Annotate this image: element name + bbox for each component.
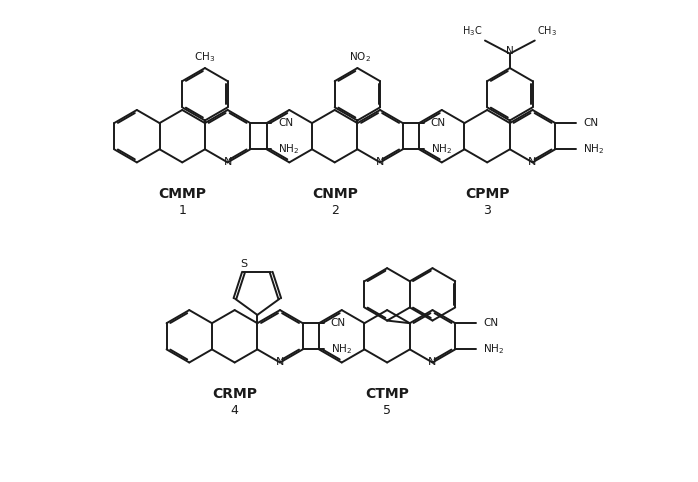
Text: CN: CN: [584, 118, 598, 128]
Text: CNMP: CNMP: [312, 187, 357, 201]
Text: CN: CN: [431, 118, 446, 128]
Text: S: S: [240, 259, 247, 268]
Text: CN: CN: [279, 118, 293, 128]
Text: CH$_3$: CH$_3$: [194, 51, 216, 65]
Text: CN: CN: [331, 318, 346, 328]
Text: NH$_2$: NH$_2$: [431, 142, 452, 156]
Text: 4: 4: [231, 404, 239, 417]
Text: 5: 5: [383, 404, 391, 417]
Text: CPMP: CPMP: [465, 187, 510, 201]
Text: CRMP: CRMP: [212, 387, 257, 401]
Text: N: N: [276, 358, 284, 367]
Text: NH$_2$: NH$_2$: [584, 142, 604, 156]
Text: N: N: [506, 46, 514, 56]
Text: NH$_2$: NH$_2$: [279, 142, 299, 156]
Text: NH$_2$: NH$_2$: [483, 343, 505, 356]
Text: 1: 1: [178, 204, 186, 217]
Text: 3: 3: [483, 204, 491, 217]
Text: N: N: [223, 158, 232, 167]
Text: NO$_2$: NO$_2$: [349, 51, 371, 65]
Text: 2: 2: [331, 204, 339, 217]
Text: NH$_2$: NH$_2$: [331, 343, 352, 356]
Text: CTMP: CTMP: [365, 387, 409, 401]
Text: CMMP: CMMP: [158, 187, 206, 201]
Text: H$_3$C: H$_3$C: [462, 25, 482, 38]
Text: CH$_3$: CH$_3$: [537, 25, 557, 38]
Text: N: N: [528, 158, 537, 167]
Text: N: N: [429, 358, 437, 367]
Text: CN: CN: [483, 318, 498, 328]
Text: N: N: [376, 158, 385, 167]
